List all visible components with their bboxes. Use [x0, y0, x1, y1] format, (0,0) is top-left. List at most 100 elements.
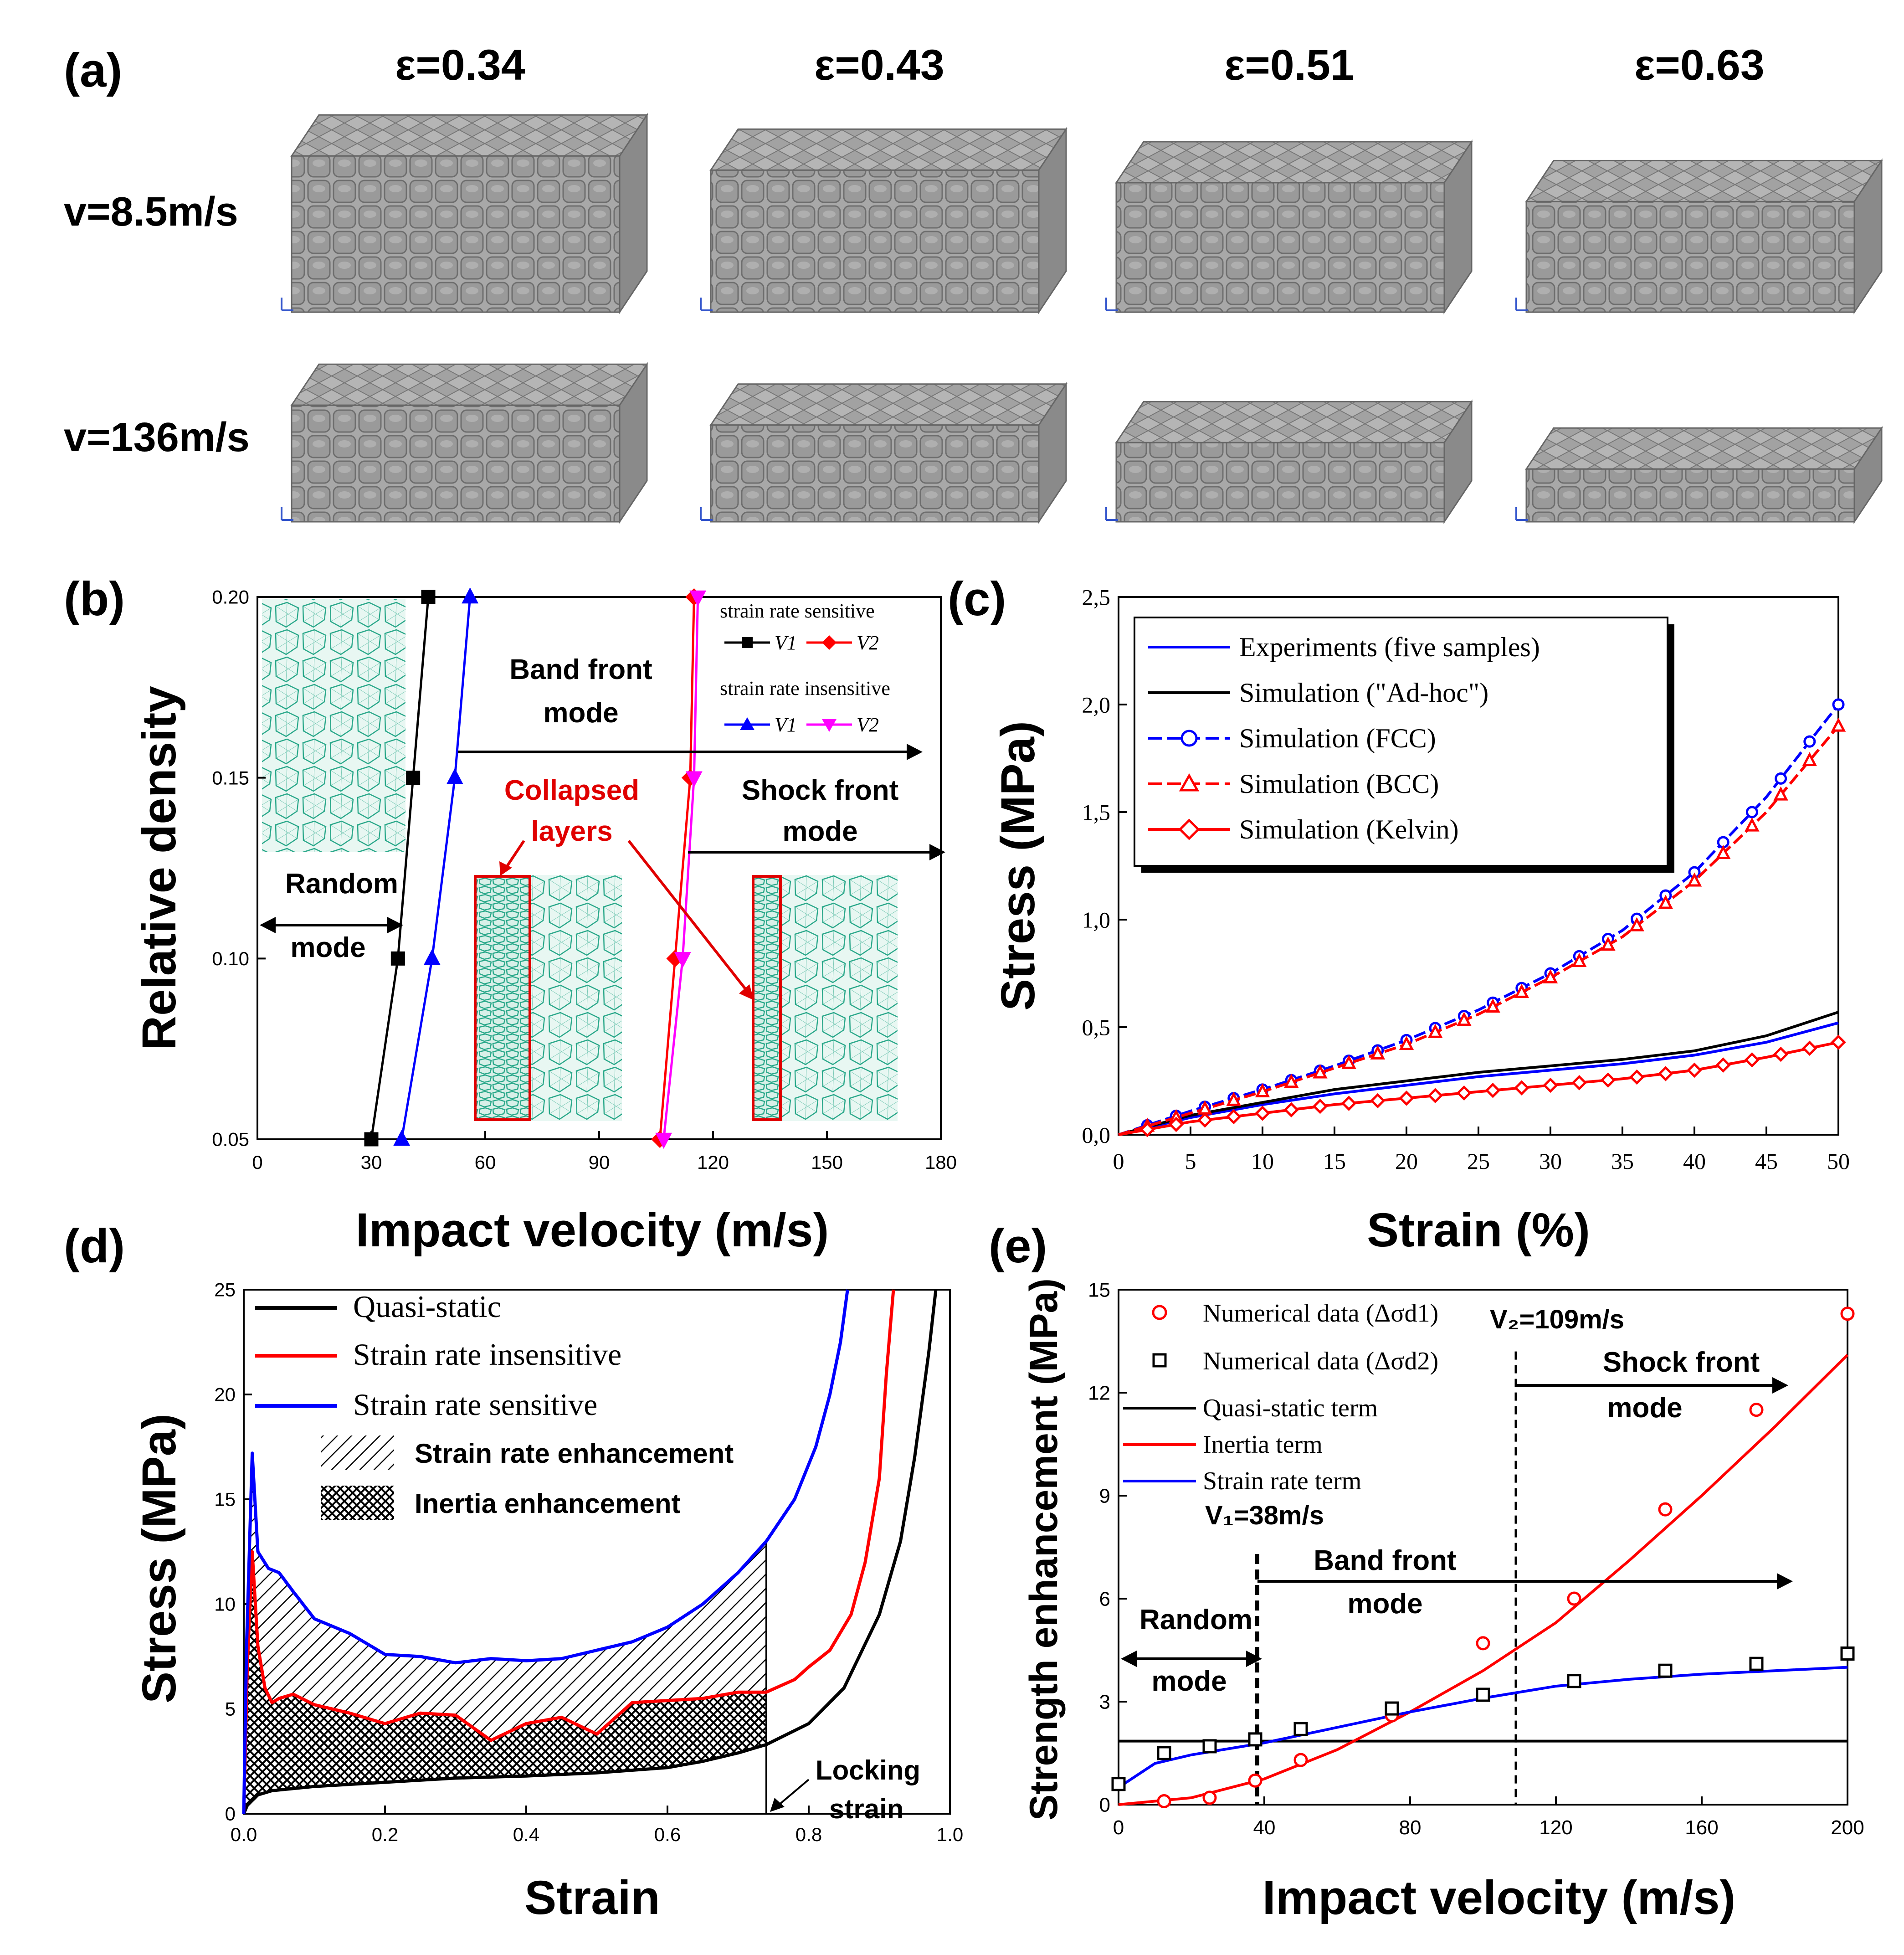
y-tick-label: 15	[214, 1489, 236, 1510]
collapsed-arrow-1	[504, 840, 525, 869]
collapsed-line1: Collapsed	[504, 775, 639, 806]
cube-front-face	[291, 155, 621, 313]
y-tick-label: 0.20	[212, 586, 249, 608]
data-point-1	[1293, 1722, 1308, 1736]
legend-c-marker-kelvin	[1178, 818, 1200, 840]
y-tick-label: 0	[225, 1803, 236, 1825]
series-marker-4	[1427, 1088, 1443, 1103]
velocity-label-1: v=8.5m/s	[64, 189, 238, 235]
collapsed-line2: layers	[531, 816, 612, 847]
legend-b-marker-blue	[740, 717, 754, 730]
x-tick-label: 200	[1831, 1816, 1864, 1839]
series-marker-4	[1370, 1093, 1386, 1109]
random-mode-line2: mode	[290, 932, 365, 963]
chart-b-marks: 0 30 60 90 120 150 180 0.05 0.10 0.15 0.20	[212, 586, 957, 1173]
series-marker-4	[1744, 1052, 1760, 1068]
e-band-line2: mode	[1347, 1588, 1422, 1620]
series-marker-3	[1255, 1083, 1270, 1097]
data-point-1	[1385, 1701, 1399, 1716]
cube-top-face	[1115, 401, 1473, 443]
axis-triad-icon	[281, 298, 293, 311]
cube-top-face	[290, 114, 648, 157]
x-tick-label: 20	[1395, 1148, 1418, 1174]
legend-b-label-v1-sensitive: V1	[775, 632, 797, 654]
random-mode-arrowhead-right	[387, 917, 403, 933]
series-marker-3	[1313, 1064, 1328, 1079]
legend-e-label-strainrate: Strain rate term	[1203, 1467, 1361, 1495]
y-tick-label: 0.10	[212, 948, 249, 969]
series-marker-4	[1341, 1096, 1357, 1111]
foam-inset-random	[262, 599, 405, 852]
series-marker-4	[1168, 1116, 1184, 1132]
x-tick-label: 80	[1399, 1816, 1422, 1839]
series-marker-2	[1803, 735, 1816, 748]
shock-mode-arrowhead	[929, 844, 945, 860]
cube-top-face	[1525, 159, 1883, 202]
series-marker-4	[1600, 1072, 1616, 1088]
foam-cube-grid	[281, 113, 1883, 524]
y-tick-label: 0.05	[212, 1129, 249, 1150]
legend-c-marker-fcc	[1180, 730, 1198, 747]
series-marker-4	[1715, 1057, 1731, 1073]
data-point-0	[1749, 1403, 1764, 1417]
data-point-1	[1840, 1646, 1855, 1661]
series-marker-3	[1745, 817, 1760, 832]
series-line-2	[400, 597, 472, 1140]
legend-d-swatch-strain-rate	[321, 1435, 394, 1470]
data-point-0	[1840, 1307, 1855, 1321]
series-marker-4	[1543, 1077, 1558, 1093]
strain-label-3: ε=0.51	[1224, 41, 1354, 89]
panel-label-c: (c)	[948, 572, 1006, 626]
data-point-0	[1248, 1773, 1262, 1788]
series-marker-4	[1399, 1091, 1414, 1106]
cube-front-face	[1115, 442, 1445, 523]
y-tick-label: 15	[1088, 1279, 1110, 1301]
chart-c-marks: 0 5 10 15 20 25 30 35 40 45 50 0,0 0,5 1,0 1,5 2,0 2,5	[1082, 585, 1850, 1174]
cube-top-face	[290, 363, 648, 406]
strain-label-4: ε=0.63	[1634, 41, 1764, 89]
legend-e-label-inertia: Inertia term	[1203, 1430, 1323, 1459]
series-marker-2	[393, 1130, 411, 1146]
data-point-1	[1248, 1732, 1262, 1747]
axis-title-d-y: Stress (MPa)	[133, 1414, 186, 1703]
legend-d-label-inertia: Inertia enhancement	[415, 1488, 681, 1519]
legend-c: Experiments (five samples) Simulation ("…	[1134, 617, 1674, 873]
series-marker-4	[1514, 1080, 1529, 1096]
term-line-2	[1118, 1666, 1848, 1789]
series-line-0	[1118, 1021, 1839, 1136]
chart-d-marks: 0.0 0.2 0.4 0.6 0.8 1.0 0 5 10 15 20 25	[214, 1279, 963, 1845]
axis-title-d-x: Strain	[524, 1871, 660, 1924]
data-point-1	[1202, 1739, 1217, 1754]
cube-front-face	[1115, 182, 1445, 313]
e-shock-arrowhead	[1772, 1377, 1788, 1394]
e-random-arrowhead-left	[1121, 1651, 1137, 1667]
series-marker-0	[364, 1132, 379, 1147]
axis-triad-icon	[281, 507, 293, 521]
legend-c-label-adhoc: Simulation ("Ad-hoc")	[1239, 678, 1488, 708]
x-tick-label: 160	[1685, 1816, 1718, 1839]
series-marker-4	[1255, 1106, 1270, 1121]
random-mode-line1: Random	[285, 868, 398, 900]
series-marker-2	[1775, 772, 1787, 785]
series-marker-2	[1745, 806, 1758, 818]
collapsed-arrowhead-1	[499, 861, 512, 876]
cube-top-face	[709, 383, 1067, 426]
series-marker-3	[1370, 1045, 1386, 1060]
x-tick-label: 0.8	[795, 1824, 822, 1845]
v1-label: V₁=38m/s	[1205, 1501, 1324, 1530]
data-point-1	[1476, 1687, 1490, 1702]
axis-triad-icon	[700, 507, 713, 521]
series-marker-2	[1832, 698, 1845, 711]
axis-title-b-x: Impact velocity (m/s)	[356, 1204, 829, 1257]
shock-mode-line1: Shock front	[742, 775, 898, 806]
x-tick-label: 30	[361, 1152, 382, 1173]
legend-c-label-exp: Experiments (five samples)	[1239, 632, 1540, 662]
x-tick-label: 30	[1539, 1148, 1562, 1174]
series-marker-3	[1773, 786, 1788, 801]
series-marker-4	[1629, 1069, 1645, 1085]
series-marker-4	[1802, 1040, 1817, 1056]
series-marker-3	[655, 1132, 672, 1149]
legend-e-label-quasi: Quasi-static term	[1203, 1394, 1378, 1422]
legend-b-label-v2-insensitive: V2	[857, 714, 879, 736]
y-tick-label: 1,5	[1082, 800, 1111, 825]
